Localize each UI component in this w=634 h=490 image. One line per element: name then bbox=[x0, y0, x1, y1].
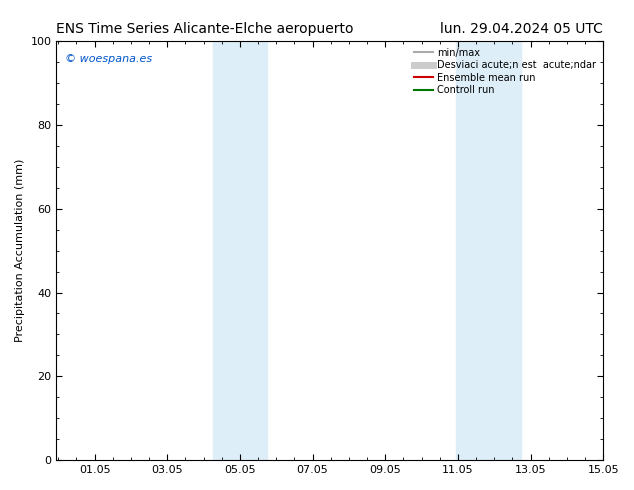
Bar bbox=[212, 41, 267, 460]
Y-axis label: Precipitation Accumulation (mm): Precipitation Accumulation (mm) bbox=[15, 159, 25, 343]
Bar bbox=[456, 41, 521, 460]
Text: © woespana.es: © woespana.es bbox=[65, 53, 152, 64]
Text: ENS Time Series Alicante-Elche aeropuerto: ENS Time Series Alicante-Elche aeropuert… bbox=[56, 22, 354, 36]
Text: lun. 29.04.2024 05 UTC: lun. 29.04.2024 05 UTC bbox=[440, 22, 603, 36]
Legend: min/max, Desviaci acute;n est  acute;ndar, Ensemble mean run, Controll run: min/max, Desviaci acute;n est acute;ndar… bbox=[412, 46, 598, 97]
